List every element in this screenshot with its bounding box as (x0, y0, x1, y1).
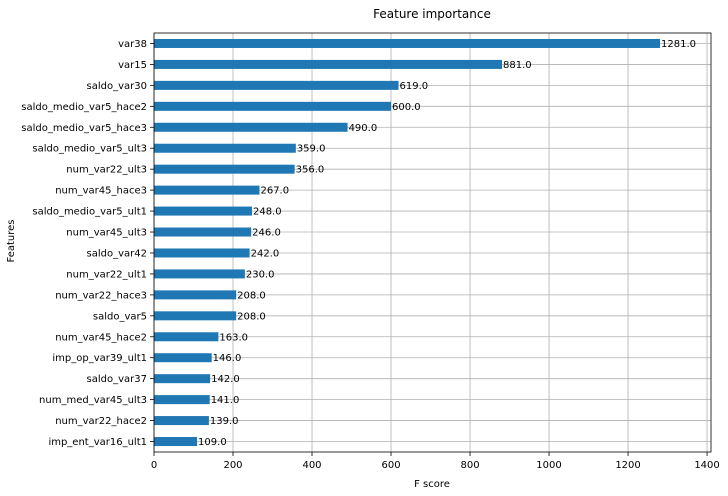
data-label: 1281.0 (661, 39, 696, 50)
y-tick-label: saldo_medio_var5_hace2 (21, 102, 147, 113)
data-label: 139.0 (210, 416, 239, 427)
y-tick-label: imp_op_var39_ult1 (52, 353, 147, 364)
data-label: 142.0 (211, 374, 240, 385)
bar (154, 38, 661, 48)
data-label: 881.0 (503, 60, 532, 71)
y-tick-label: num_med_var45_ult3 (39, 395, 147, 406)
x-tick-label: 1400 (694, 460, 719, 471)
y-tick-label: imp_ent_var16_ult1 (48, 437, 147, 448)
data-label: 600.0 (392, 102, 421, 113)
y-tick-label: num_var22_ult1 (66, 269, 147, 280)
axes-frame (153, 32, 712, 453)
data-label: 163.0 (219, 332, 248, 343)
bar (154, 269, 245, 279)
bar (154, 395, 210, 405)
data-label: 208.0 (237, 290, 266, 301)
data-label: 490.0 (349, 123, 378, 134)
y-tick-label: saldo_var37 (87, 374, 147, 385)
data-label: 248.0 (253, 207, 282, 218)
bar (154, 353, 212, 363)
bar (154, 290, 237, 300)
plot-area: 0 200 400 600 800 1000 1200 1400 var38 1281.0 var1… (21, 32, 720, 471)
chart-title: Feature importance (373, 7, 491, 21)
y-tick-label: saldo_medio_var5_ult1 (32, 207, 147, 218)
y-tick-label: num_var22_hace2 (55, 416, 147, 427)
bar (154, 80, 399, 90)
bar (154, 164, 295, 174)
x-tick-label: 1200 (615, 460, 640, 471)
data-label: 242.0 (251, 248, 280, 259)
y-tick-label: num_var22_hace3 (55, 290, 147, 301)
y-tick-label: num_var22_ult3 (66, 165, 147, 176)
data-label: 141.0 (211, 395, 240, 406)
x-tick-label: 0 (151, 460, 157, 471)
bar (154, 437, 198, 447)
y-tick-label: saldo_var42 (87, 248, 147, 259)
bar (154, 206, 252, 216)
data-label: 359.0 (297, 144, 326, 155)
x-tick-label: 800 (460, 460, 479, 471)
bar (154, 59, 503, 69)
y-tick-label: saldo_medio_var5_ult3 (32, 144, 147, 155)
x-axis-title: F score (414, 479, 450, 490)
y-tick-label: saldo_var5 (93, 311, 147, 322)
bar (154, 248, 250, 258)
y-axis-title: Features (6, 220, 17, 263)
data-label: 267.0 (260, 186, 289, 197)
data-label: 109.0 (198, 437, 227, 448)
bar (154, 416, 209, 426)
bar (154, 332, 219, 342)
y-tick-label: var15 (118, 60, 147, 71)
bar (154, 185, 260, 195)
y-tick-label: saldo_var30 (87, 81, 147, 92)
data-label: 146.0 (213, 353, 242, 364)
bar (154, 101, 392, 111)
bar (154, 122, 348, 132)
data-label: 208.0 (237, 311, 266, 322)
bar (154, 374, 211, 384)
bar (154, 143, 296, 153)
y-tick-label: num_var45_hace3 (55, 186, 147, 197)
y-tick-label: saldo_medio_var5_hace3 (21, 123, 147, 134)
data-label: 246.0 (252, 228, 281, 239)
bar (154, 311, 237, 321)
data-label: 619.0 (400, 81, 429, 92)
data-label: 356.0 (296, 165, 325, 176)
x-tick-label: 400 (302, 460, 321, 471)
y-tick-label: num_var45_hace2 (55, 332, 147, 343)
x-tick-label: 600 (381, 460, 400, 471)
y-tick-label: num_var45_ult3 (66, 228, 147, 239)
y-tick-label: var38 (118, 39, 147, 50)
x-tick-label: 1000 (536, 460, 561, 471)
x-tick-label: 200 (223, 460, 242, 471)
data-label: 230.0 (246, 269, 275, 280)
bar (154, 227, 252, 237)
